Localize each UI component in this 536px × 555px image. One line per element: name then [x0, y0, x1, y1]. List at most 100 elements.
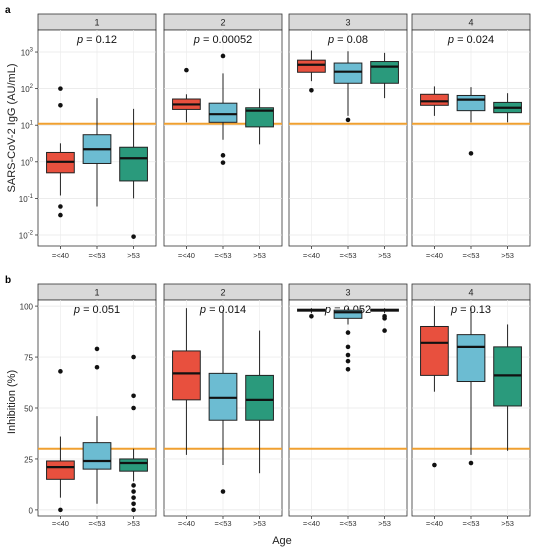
x-axis-label: Age — [272, 535, 292, 547]
box-iqr — [456, 334, 486, 383]
outlier-point — [131, 501, 136, 507]
x-tick-label: =<40 — [178, 251, 195, 260]
outlier-point — [468, 151, 474, 156]
y-tick-exponent: -2 — [28, 230, 34, 236]
outlier-point — [131, 507, 136, 513]
p-value-text: = 0.13 — [457, 304, 491, 316]
box-iqr — [420, 93, 449, 106]
box-iqr — [333, 309, 363, 319]
outlier-point — [345, 366, 351, 372]
y-tick-label: 103 — [21, 48, 34, 58]
outlier-point — [345, 352, 351, 358]
p-value-text: = 0.12 — [83, 34, 117, 46]
box-iqr — [370, 61, 399, 84]
x-tick-label: =<53 — [462, 251, 479, 260]
outlier-point — [309, 314, 314, 319]
facet-strip-label: 2 — [220, 288, 225, 298]
y-tick-label: 10-1 — [19, 194, 34, 204]
x-tick-label: =<40 — [426, 251, 443, 260]
outlier-point — [58, 86, 63, 91]
outlier-point — [309, 87, 314, 93]
outlier-point — [131, 393, 136, 399]
outlier-point — [131, 483, 136, 488]
p-value-symbol: p — [327, 34, 334, 46]
y-tick-label: 10-2 — [19, 230, 34, 240]
box-iqr — [82, 442, 112, 470]
facet-strip-label: 4 — [468, 18, 473, 28]
facet-strip-label: 3 — [345, 18, 350, 28]
outlier-point — [345, 344, 351, 350]
y-tick-label: 102 — [21, 84, 34, 94]
x-tick-label: =<40 — [52, 519, 69, 528]
x-tick-label: =<53 — [339, 251, 356, 260]
x-tick-label: >53 — [253, 519, 266, 528]
x-tick-label: =<40 — [303, 251, 320, 260]
outlier-point — [220, 53, 226, 59]
p-value-label: p = 0.00052 — [193, 34, 252, 46]
x-tick-label: >53 — [501, 519, 514, 528]
p-value-text: = 0.051 — [80, 304, 120, 316]
p-value-text: = 0.00052 — [200, 34, 252, 46]
y-tick-base: 10 — [21, 49, 30, 58]
box-iqr — [456, 94, 486, 112]
box-iqr — [245, 374, 274, 421]
y-tick-base: 10 — [21, 158, 30, 167]
facet-strip-label: 1 — [94, 18, 99, 28]
x-tick-label: =<40 — [178, 519, 195, 528]
y-tick-label: 0 — [29, 506, 34, 515]
p-value-symbol: p — [199, 304, 206, 316]
y-tick-label: 25 — [24, 455, 33, 464]
y-tick-exponent: 1 — [30, 121, 34, 127]
p-value-symbol: p — [193, 34, 200, 46]
box-iqr — [297, 59, 326, 73]
outlier-point — [220, 160, 226, 165]
box-iqr — [208, 102, 238, 123]
outlier-point — [432, 462, 437, 468]
outlier-point — [131, 495, 136, 500]
y-tick-label: 50 — [24, 405, 33, 414]
x-tick-label: =<53 — [462, 519, 479, 528]
x-tick-label: =<53 — [88, 251, 105, 260]
x-tick-label: >53 — [127, 519, 140, 528]
y-tick-label: 75 — [24, 354, 33, 363]
outlier-point — [58, 204, 63, 209]
p-value-text: = 0.08 — [334, 34, 368, 46]
outlier-point — [220, 489, 226, 494]
outlier-point — [345, 330, 351, 335]
x-tick-label: =<40 — [303, 519, 320, 528]
p-value-symbol: p — [450, 304, 457, 316]
x-tick-label: =<40 — [426, 519, 443, 528]
panel-label-a: a — [5, 5, 11, 16]
box-iqr — [46, 460, 75, 480]
p-value-text: = 0.024 — [454, 34, 494, 46]
x-tick-label: =<53 — [88, 519, 105, 528]
box-iqr — [420, 325, 449, 376]
outlier-point — [382, 328, 387, 333]
x-tick-label: >53 — [253, 251, 266, 260]
outlier-point — [131, 405, 136, 411]
p-value-label: p = 0.12 — [76, 34, 117, 46]
y-tick-exponent: 2 — [30, 84, 34, 90]
y-tick-label: 100 — [20, 303, 34, 312]
p-value-label: p = 0.014 — [199, 304, 246, 316]
x-tick-label: =<40 — [52, 251, 69, 260]
y-tick-exponent: -1 — [28, 194, 34, 200]
outlier-point — [58, 103, 63, 108]
y-tick-base: 10 — [21, 85, 30, 94]
outlier-point — [345, 358, 351, 364]
outlier-point — [131, 354, 136, 360]
y-tick-exponent: 3 — [30, 48, 34, 54]
p-value-symbol: p — [324, 304, 331, 316]
outlier-point — [58, 507, 63, 513]
p-value-text: = 0.014 — [206, 304, 246, 316]
p-value-label: p = 0.024 — [447, 34, 494, 46]
p-value-symbol: p — [447, 34, 454, 46]
y-tick-label: 101 — [21, 121, 34, 131]
outlier-point — [345, 117, 351, 123]
y-tick-exponent: 0 — [30, 157, 34, 163]
outlier-point — [94, 364, 100, 370]
facet-strip-label: 3 — [345, 288, 350, 298]
outlier-point — [58, 212, 63, 218]
facet-strip-label: 2 — [220, 18, 225, 28]
box-iqr — [245, 107, 274, 128]
